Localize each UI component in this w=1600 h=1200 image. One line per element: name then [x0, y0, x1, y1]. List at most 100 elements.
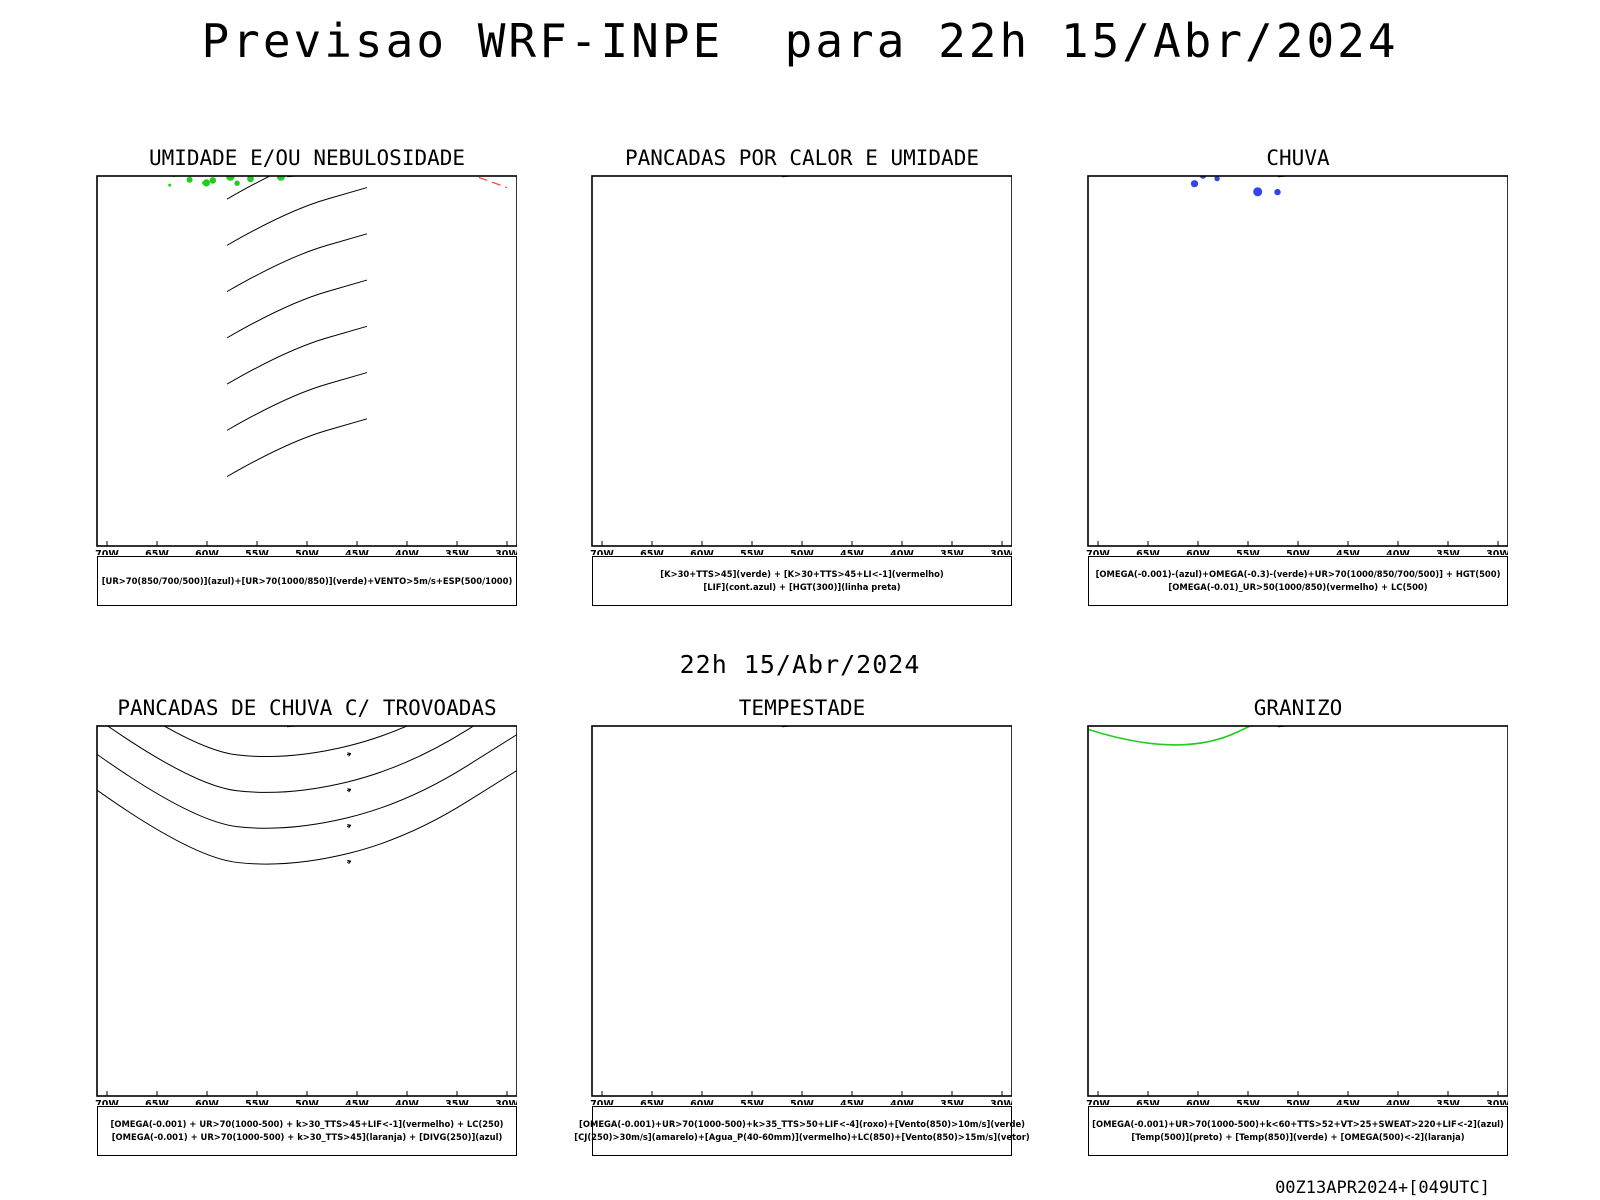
streamline [106, 726, 475, 793]
map-tempestade: 12S15S18S21S24S27S30S33S36S39S42S70W65W6… [590, 720, 1012, 1105]
map-background [97, 726, 517, 1096]
legend-line: [OMEGA(-0.001)+UR>70(1000-500)+k>35_TTS>… [579, 1119, 1025, 1129]
field-patch [282, 170, 290, 174]
streamline [163, 726, 409, 758]
legend-line: [K>30+TTS>45](verde) + [K>30+TTS>45+LI<-… [660, 569, 944, 579]
lon-tick-label: 70W [1086, 549, 1110, 555]
streamline [97, 733, 517, 829]
wind-vector-head [347, 859, 352, 865]
legend-line: [LIF](cont.azul) + [HGT(300)](linha pret… [703, 582, 901, 592]
field-patch [1214, 176, 1220, 182]
lon-tick-label: 50W [790, 549, 814, 555]
valid-time-label: 22h 15/Abr/2024 [679, 650, 921, 679]
lon-tick-label: 30W [495, 1099, 517, 1105]
lon-tick-label: 65W [1136, 549, 1160, 555]
panel-title: PANCADAS DE CHUVA C/ TROVOADAS [117, 696, 497, 720]
lon-tick-label: 35W [1436, 549, 1460, 555]
panel-title: GRANIZO [1253, 696, 1343, 720]
lon-tick-label: 40W [395, 549, 419, 555]
lon-tick-label: 65W [145, 1099, 169, 1105]
legend-line: [CJ(250)>30m/s](amarelo)+[Agua_P(40-60mm… [574, 1132, 1030, 1142]
lon-tick-label: 30W [990, 549, 1012, 555]
map-background [592, 176, 1012, 546]
legend-box: [OMEGA(-0.001)-(azul)+OMEGA(-0.3)-(verde… [1088, 556, 1508, 606]
lon-tick-label: 45W [345, 1099, 369, 1105]
coastline [782, 176, 796, 178]
isobar-line [226, 279, 368, 339]
lon-tick-label: 50W [295, 549, 319, 555]
map-content: 588585582579576 [1088, 170, 1508, 546]
lon-tick-label: 40W [1386, 1099, 1410, 1105]
humidity-field [97, 170, 462, 176]
lon-tick-label: 50W [1286, 549, 1310, 555]
lon-tick-label: 65W [640, 1099, 664, 1105]
map-background [592, 726, 1012, 1096]
field-patch [202, 179, 210, 187]
field-patch [168, 183, 172, 187]
field-patch [202, 181, 206, 185]
field-patch [1305, 170, 1314, 173]
lon-tick-label: 60W [195, 549, 219, 555]
field-patch [309, 170, 314, 171]
map-trovoadas: 12S15S18S21S24S27S30S33S36S39S42S70W65W6… [95, 720, 517, 1105]
legend-box: [K>30+TTS>45](verde) + [K>30+TTS>45+LI<-… [592, 556, 1012, 606]
coastline [782, 726, 796, 728]
isobar-line [226, 372, 368, 431]
legend-box: [OMEGA(-0.001)+UR>70(1000-500)+k<60+TTS>… [1088, 1106, 1508, 1156]
legend-line: [OMEGA(-0.01)_UR>50(1000/850)(vermelho) … [1168, 582, 1428, 592]
map-content [1088, 726, 1508, 1096]
low-level-jet-area [592, 720, 677, 726]
legend-line: [OMEGA(-0.001)+UR>70(1000-500)+k<60+TTS>… [1092, 1119, 1504, 1129]
lon-tick-label: 55W [740, 549, 764, 555]
map-umidade: 1008101210161020102410121008101610121020… [95, 170, 517, 555]
panel-title: TEMPESTADE [738, 696, 866, 720]
field-patch [1253, 187, 1263, 197]
map-background [97, 176, 517, 546]
panel-tempestade: TEMPESTADE 12S15S18S21S24S27S30S33S36S39… [574, 696, 1030, 1156]
lon-tick-label: 60W [1186, 549, 1210, 555]
wind-vector-head [347, 752, 352, 757]
legend-box: [OMEGA(-0.001)+UR>70(1000-500)+k>35_TTS>… [574, 1106, 1030, 1156]
isobar-line [226, 187, 368, 246]
isobar-line [226, 176, 272, 200]
lon-tick-label: 30W [495, 549, 517, 555]
lon-tick-label: 65W [640, 549, 664, 555]
field-patch [276, 176, 285, 181]
map-content: 1008101210161020102410121008101610121020… [97, 170, 517, 546]
legend-line: [OMEGA(-0.001) + UR>70(1000-500) + k>30_… [110, 1119, 504, 1129]
lon-tick-label: 60W [690, 1099, 714, 1105]
lon-tick-label: 70W [590, 549, 614, 555]
field-patch [186, 176, 193, 183]
lon-tick-label: 35W [940, 1099, 964, 1105]
lon-tick-label: 55W [740, 1099, 764, 1105]
streamline [97, 769, 517, 865]
panel-trovoadas: PANCADAS DE CHUVA C/ TROVOADAS 12S15S18S… [95, 696, 517, 1156]
lon-tick-label: 45W [1336, 1099, 1360, 1105]
field-patch [1312, 170, 1318, 176]
coastline [1278, 726, 1292, 728]
legend-line: [UR>70(850/700/500)](azul)+[UR>70(1000/8… [101, 575, 513, 586]
panel-title: PANCADAS POR CALOR E UMIDADE [624, 146, 979, 170]
panel-granizo: GRANIZO 12S15S18S21S24S27S30S33S36S39S42… [1086, 696, 1508, 1156]
lon-tick-label: 60W [1186, 1099, 1210, 1105]
lon-tick-label: 65W [1136, 1099, 1160, 1105]
storm-area [97, 720, 307, 726]
run-timestamp: 00Z13APR2024+[049UTC] [1275, 1178, 1490, 1198]
lon-tick-label: 35W [445, 1099, 469, 1105]
lon-tick-label: 40W [395, 1099, 419, 1105]
panel-umidade: UMIDADE E/OU NEBULOSIDADE 10081012101610… [95, 146, 517, 606]
wind-vector-head [347, 824, 352, 829]
coastline [287, 726, 301, 728]
wind-vector-head [347, 788, 352, 793]
isobar-line [226, 325, 368, 385]
map-background [1088, 176, 1508, 546]
lon-tick-label: 55W [1236, 1099, 1260, 1105]
map-chuva: 58858558257957612S15S18S21S24S27S30S33S3… [1086, 170, 1508, 555]
coastline [287, 176, 301, 178]
lon-tick-label: 40W [890, 549, 914, 555]
instability-area [592, 170, 815, 176]
panel-title: CHUVA [1266, 146, 1330, 170]
lon-tick-label: 30W [1486, 1099, 1508, 1105]
lon-tick-label: 45W [840, 549, 864, 555]
panel-chuva: CHUVA 58858558257957612S15S18S21S24S27S3… [1086, 146, 1508, 606]
